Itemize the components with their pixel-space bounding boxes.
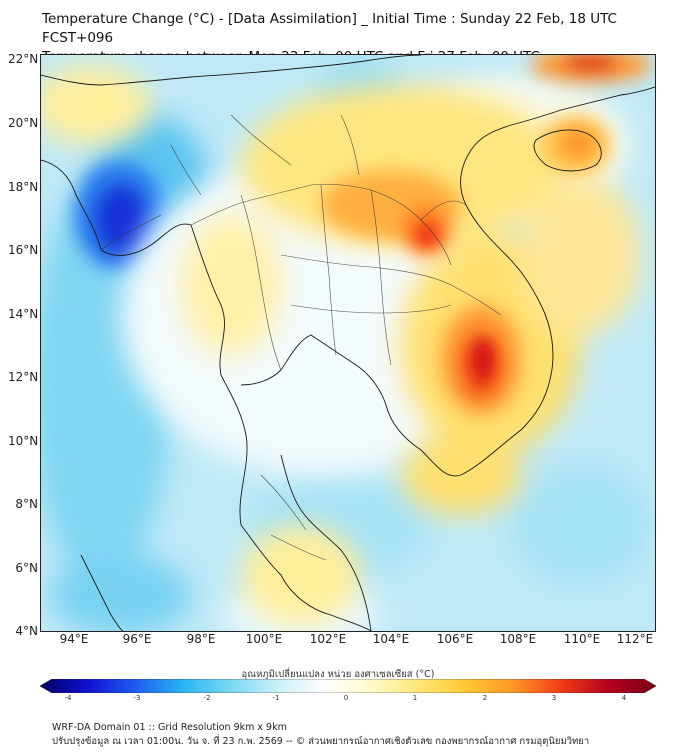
colorbar-tick: 2 xyxy=(482,694,488,702)
lat-label-12n: 12°N xyxy=(8,370,39,384)
lat-label-22n: 22°N xyxy=(8,52,39,66)
cold-anomaly-myanmar-coast xyxy=(74,160,164,270)
lat-label-18n: 18°N xyxy=(8,180,39,194)
lon-label-96e: 96°E xyxy=(122,632,152,646)
warm-anomaly-hainan xyxy=(541,115,611,175)
colorbar-tick: 3 xyxy=(551,694,557,702)
lat-label-8n: 8°N xyxy=(15,497,38,511)
footer-line-2: ปรับปรุงข้อมูล ณ เวลา 01:00น. วัน จ. ที่… xyxy=(52,736,590,747)
colorbar-tick: -1 xyxy=(272,694,280,702)
colorbar-tick: 1 xyxy=(412,694,418,702)
colorbar-bar xyxy=(40,679,656,693)
colorbar xyxy=(40,679,656,693)
lon-label-94e: 94°E xyxy=(59,632,89,646)
lon-label-104e: 104°E xyxy=(372,632,410,646)
lat-label-4n: 4°N xyxy=(15,624,38,638)
colorbar-tick: -2 xyxy=(203,694,211,702)
lon-label-100e: 100°E xyxy=(245,632,283,646)
footer: WRF-DA Domain 01 :: Grid Resolution 9km … xyxy=(52,721,589,749)
lat-label-16n: 16°N xyxy=(8,243,39,257)
lon-label-106e: 106°E xyxy=(436,632,474,646)
admin-borders xyxy=(100,114,502,561)
lon-label-98e: 98°E xyxy=(186,632,216,646)
lat-label-10n: 10°N xyxy=(8,434,39,448)
lon-label-102e: 102°E xyxy=(309,632,347,646)
colorbar-tick: 4 xyxy=(621,694,627,702)
colorbar-tick: 0 xyxy=(343,694,349,702)
lat-label-20n: 20°N xyxy=(8,116,39,130)
lon-label-112e: 112°E xyxy=(616,632,654,646)
title-line-1: Temperature Change (°C) - [Data Assimila… xyxy=(42,11,617,46)
warm-anomaly-cambodia-core xyxy=(472,340,494,380)
footer-line-1: WRF-DA Domain 01 :: Grid Resolution 9km … xyxy=(52,722,287,733)
lat-label-14n: 14°N xyxy=(8,307,39,321)
map-canvas xyxy=(41,55,655,631)
lon-label-110e: 110°E xyxy=(563,632,601,646)
temperature-change-map xyxy=(40,54,656,632)
warm-anomaly-northeast-thailand-core xyxy=(415,223,439,247)
colorbar-tick: -4 xyxy=(64,694,72,702)
colorbar-tick: -3 xyxy=(133,694,141,702)
lon-label-108e: 108°E xyxy=(499,632,537,646)
colorbar-title: อุณหภูมิเปลี่ยนแปลง หน่วย องศาเซลเซียส (… xyxy=(241,669,435,680)
warm-anomaly-south-china xyxy=(531,55,651,83)
lat-label-6n: 6°N xyxy=(15,561,38,575)
